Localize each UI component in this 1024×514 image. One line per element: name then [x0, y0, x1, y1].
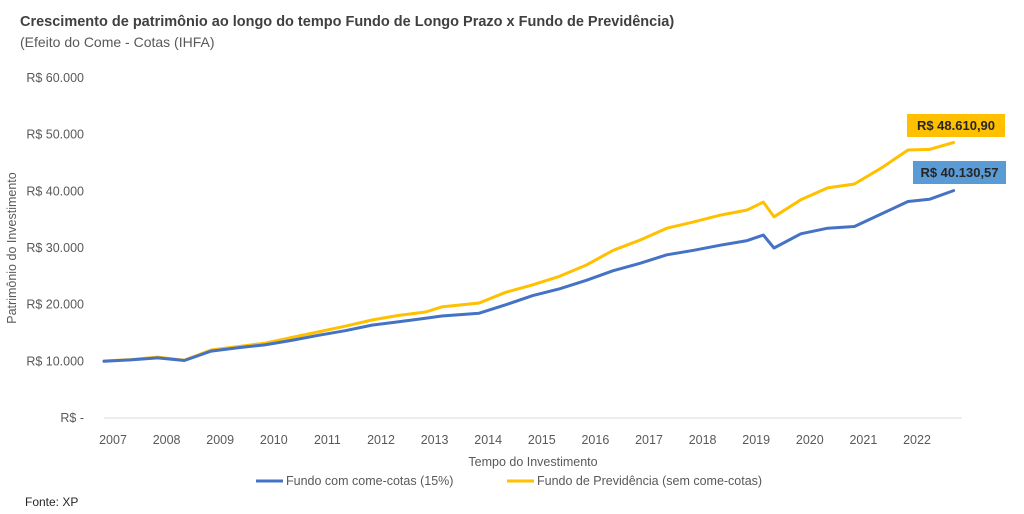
x-tick-label: 2021: [849, 433, 877, 447]
y-tick-label: R$ 60.000: [26, 71, 84, 85]
chart-subtitle: (Efeito do Come - Cotas (IHFA): [20, 34, 215, 50]
y-tick-label: R$ 10.000: [26, 354, 84, 368]
x-tick-label: 2009: [206, 433, 234, 447]
end-labels: R$ 48.610,90 R$ 40.130,57: [907, 114, 1006, 184]
x-tick-label: 2017: [635, 433, 663, 447]
x-tick-label: 2007: [99, 433, 127, 447]
x-tick-label: 2013: [421, 433, 449, 447]
x-tick-label: 2019: [742, 433, 770, 447]
x-tick-label: 2008: [153, 433, 181, 447]
x-axis-title: Tempo do Investimento: [468, 455, 597, 469]
y-axis-ticks: R$ - R$ 10.000 R$ 20.000 R$ 30.000 R$ 40.000…: [26, 71, 84, 425]
legend-label: Fundo de Previdência (sem come-cotas): [537, 474, 762, 488]
x-tick-label: 2010: [260, 433, 288, 447]
x-tick-label: 2022: [903, 433, 931, 447]
source-note: Fonte: XP: [25, 495, 79, 509]
x-tick-label: 2018: [689, 433, 717, 447]
end-label-box: [907, 114, 1005, 137]
end-label-value: R$ 48.610,90: [917, 118, 995, 133]
y-tick-label: R$ 40.000: [26, 184, 84, 198]
chart-title: Crescimento de patrimônio ao longo do te…: [20, 14, 675, 30]
y-tick-label: R$ 50.000: [26, 128, 84, 142]
end-label-box: [913, 161, 1006, 184]
x-tick-label: 2011: [314, 433, 341, 447]
x-tick-label: 2015: [528, 433, 556, 447]
x-tick-label: 2020: [796, 433, 824, 447]
y-tick-label: R$ -: [60, 411, 84, 425]
y-tick-label: R$ 30.000: [26, 241, 84, 255]
x-tick-label: 2012: [367, 433, 395, 447]
x-tick-label: 2014: [474, 433, 502, 447]
end-label-value: R$ 40.130,57: [920, 165, 998, 180]
series-line-come-cotas: [102, 189, 956, 363]
y-tick-label: R$ 20.000: [26, 298, 84, 312]
y-axis-title: Patrimônio do Investimento: [5, 172, 19, 324]
x-axis-ticks: 2007 2008 2009 2010 2011 2012 2013 2014 2015 2016…: [99, 433, 931, 447]
series-line-previdencia: [102, 141, 956, 363]
x-tick-label: 2016: [581, 433, 609, 447]
legend-label: Fundo com come-cotas (15%): [286, 474, 453, 488]
series-lines: [102, 141, 956, 363]
legend: Fundo com come-cotas (15%) Fundo de Previ…: [256, 474, 762, 488]
